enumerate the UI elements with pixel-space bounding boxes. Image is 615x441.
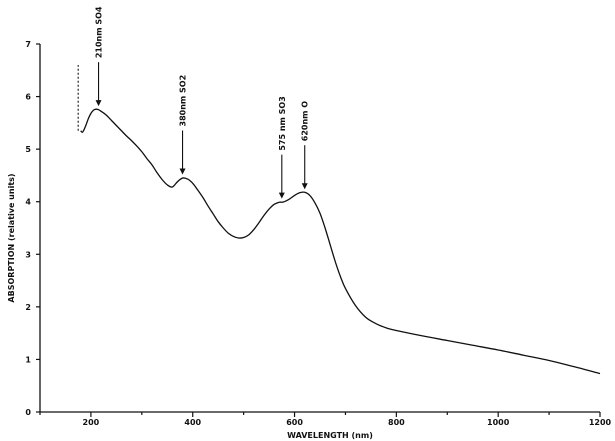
y-tick-label: 0 [25,408,31,417]
y-tick-label: 2 [25,303,31,312]
y-tick-label: 7 [25,40,31,49]
annotation-arrowhead [278,192,285,199]
x-tick-label: 400 [184,418,201,427]
annotation-arrowhead [301,183,308,190]
y-tick-label: 3 [25,250,31,259]
absorption-curve [80,108,601,375]
peak-annotation: 380nm SO2 [179,75,188,175]
peak-annotation: 575 nm SO3 [278,96,287,199]
y-tick-label: 5 [25,145,31,154]
annotation-label: 210nm SO4 [95,6,104,58]
x-tick-label: 600 [286,418,303,427]
x-tick-label: 1000 [487,418,510,427]
y-tick-label: 6 [25,93,31,102]
annotation-label: 575 nm SO3 [278,96,287,150]
peak-annotation: 210nm SO4 [95,6,104,107]
y-tick-label: 1 [25,355,31,364]
y-tick-label: 4 [25,198,31,207]
x-tick-label: 1200 [589,418,612,427]
y-axis-title: ABSORPTION (relative units) [7,173,16,302]
x-tick-label: 800 [388,418,405,427]
peak-annotation: 620nm O [301,101,310,190]
annotation-arrowhead [95,100,102,107]
annotation-arrowhead [179,168,186,175]
annotation-label: 380nm SO2 [179,75,188,127]
annotations-layer: 210nm SO4 380nm SO2 575 nm SO3 620nm O [95,6,310,199]
x-axis-title: WAVELENGTH (nm) [287,431,373,440]
annotation-label: 620nm O [301,101,310,142]
series-layer [77,65,601,375]
axes-group [39,44,600,413]
ticks-group: 200 400 600 800 1000 1200 0 1 2 3 4 5 6 7 [25,40,611,427]
x-tick-label: 200 [83,418,100,427]
